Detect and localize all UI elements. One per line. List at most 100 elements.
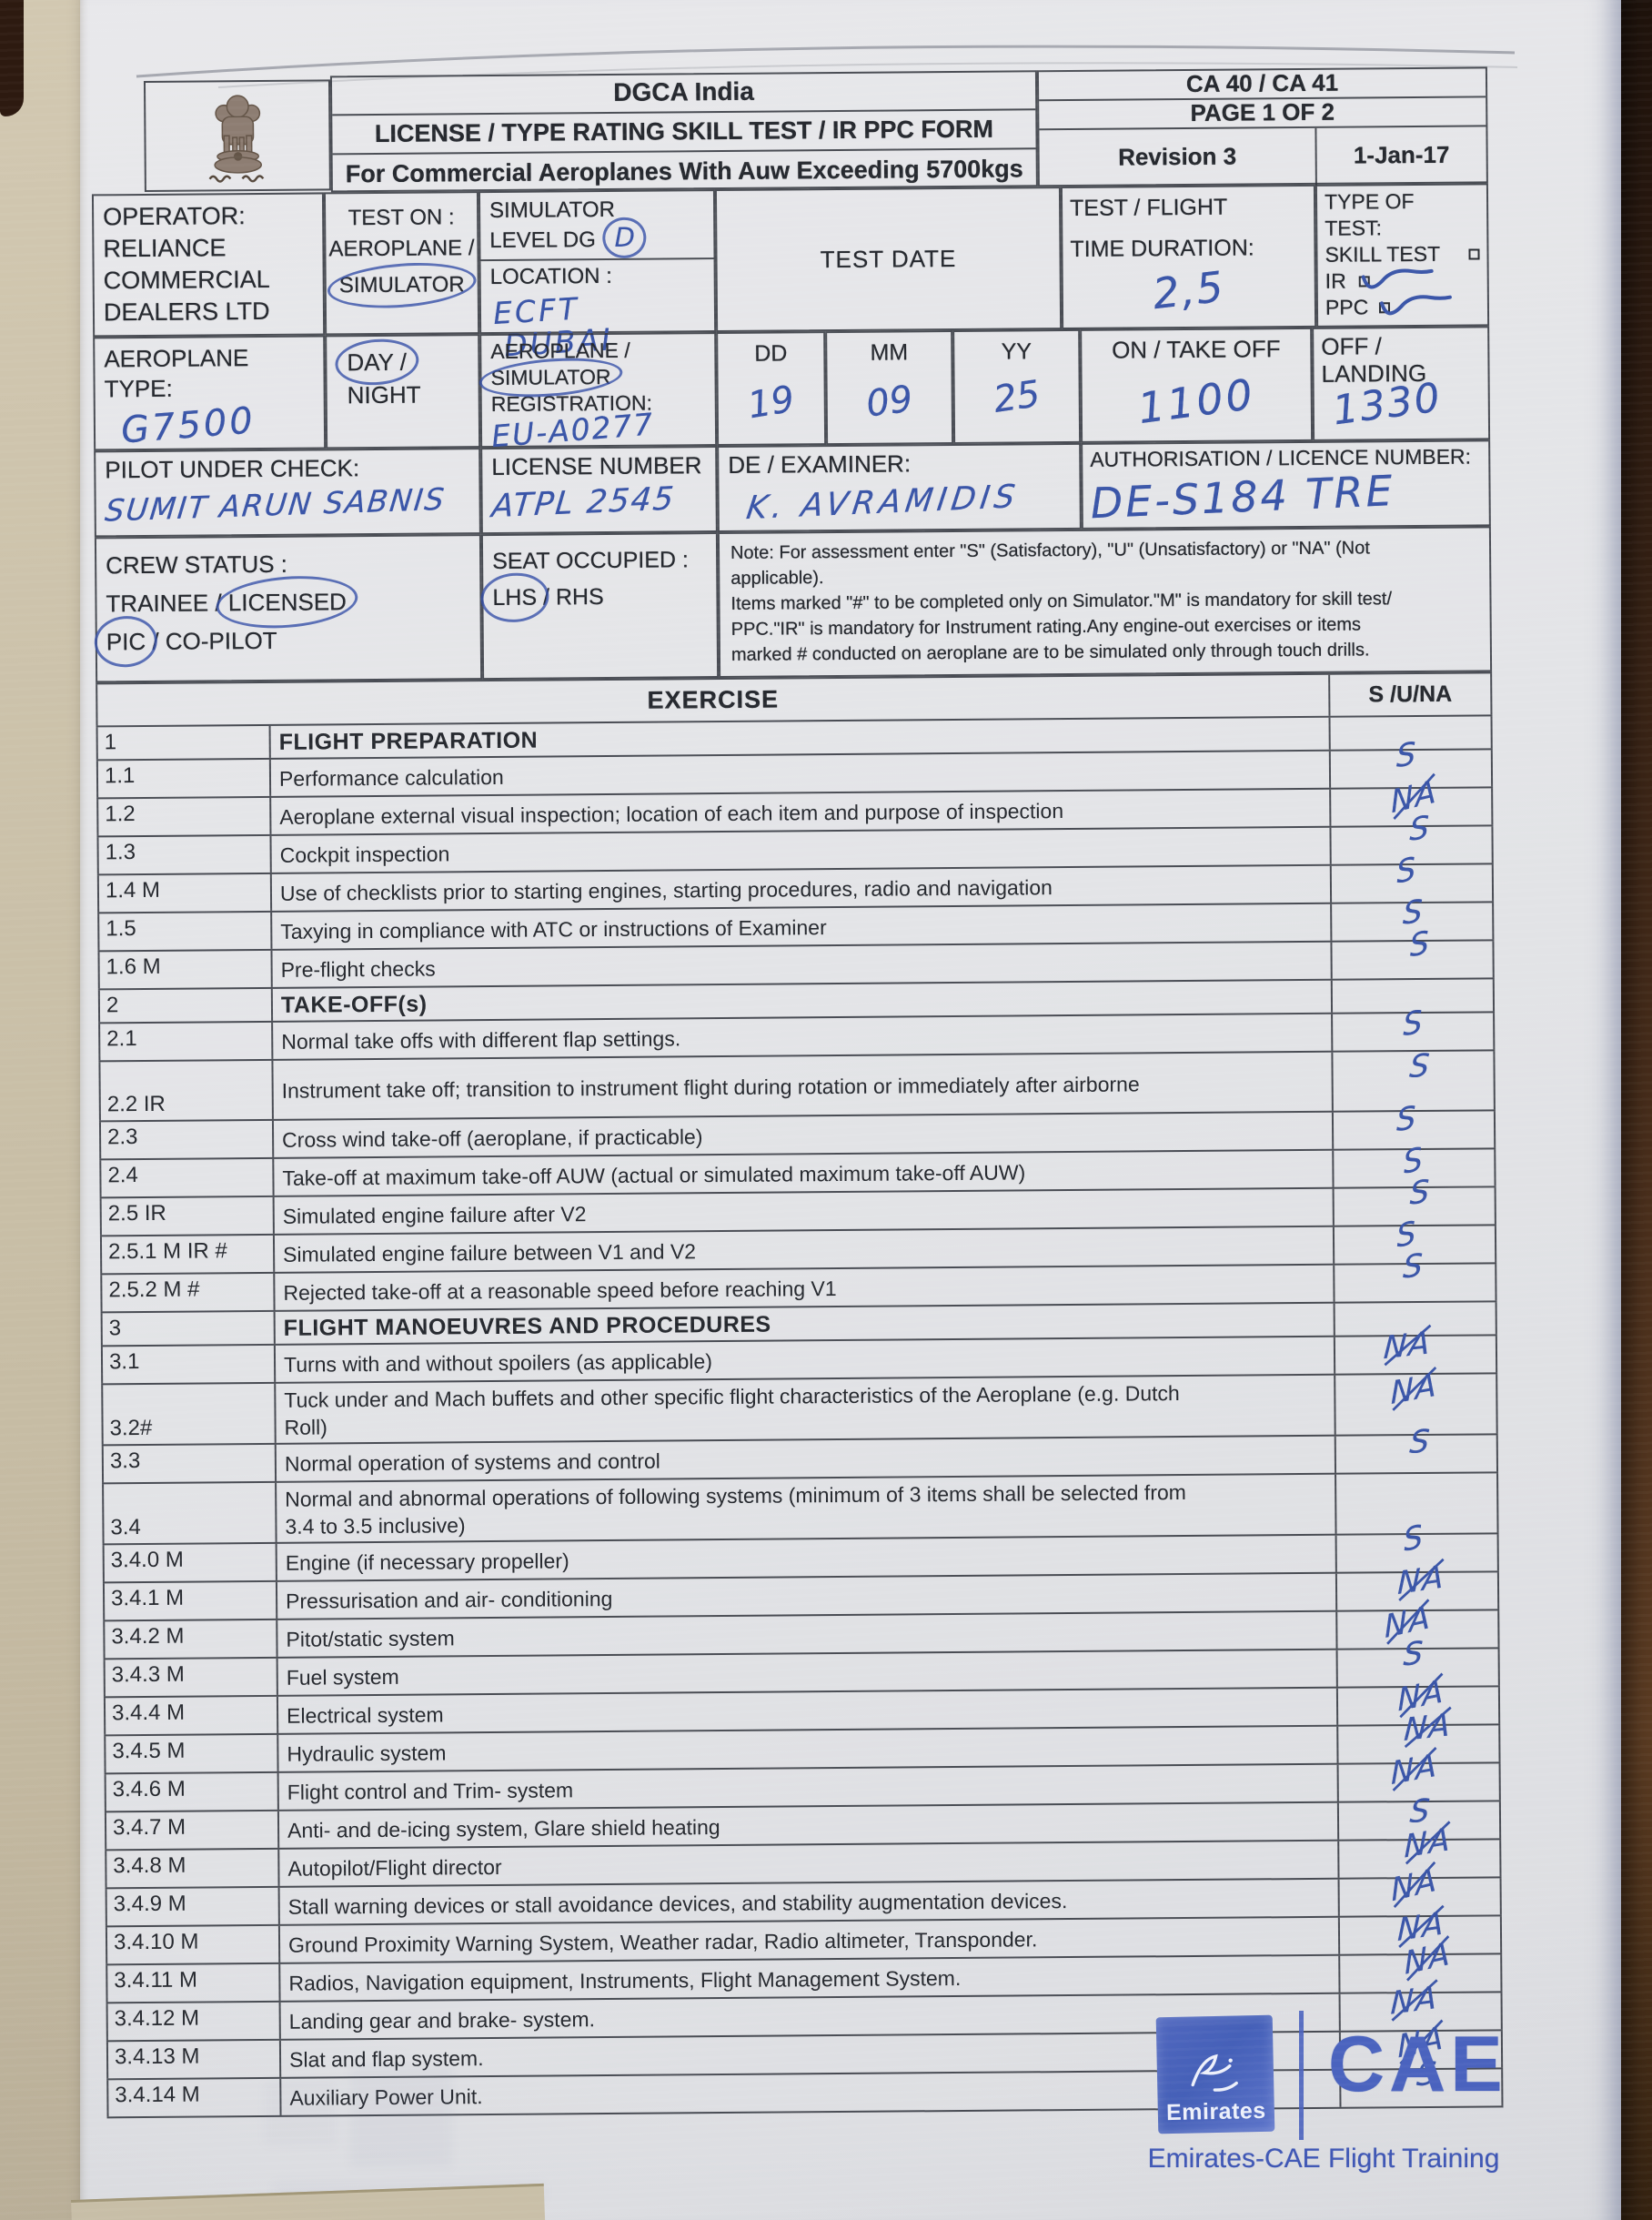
exercise-id: 1.5: [97, 912, 271, 951]
revision-label: Revision 3: [1039, 127, 1317, 188]
form-subtitle: For Commercial Aeroplanes With Auw Excee…: [345, 155, 1023, 188]
operator-cell: OPERATOR: RELIANCE COMMERCIAL DEALERS LT…: [91, 192, 326, 338]
code-box: CA 40 / CA 41 PAGE 1 OF 2 Revision 3 1-J…: [1036, 66, 1488, 188]
exercise-id: 1: [96, 725, 269, 760]
exercise-id: 2.5.2 M #: [100, 1273, 274, 1312]
handwritten-mark: S: [1396, 734, 1418, 776]
result-mark-cell: S: [1333, 1246, 1497, 1302]
handwritten-mark: NA: [1382, 1325, 1432, 1367]
handwritten-mark: NA: [1404, 1821, 1451, 1865]
handwritten-mark: S: [1396, 1098, 1418, 1140]
simulator-level-cell: SIMULATOR LEVEL DG D: [478, 189, 716, 262]
authorisation-cell: AUTHORISATION / LICENCE NUMBER: DE-S184 …: [1081, 439, 1491, 530]
crew-status-cell: CREW STATUS : TRAINEE / LICENSED PIC / C…: [94, 534, 483, 683]
exercise-id: 1.6 M: [97, 950, 271, 989]
dd-label: DD: [754, 340, 788, 367]
exercise-row: 2.2 IR Instrument take off; transition to…: [98, 1046, 1496, 1121]
exercise-id: 3.4.2 M: [103, 1620, 277, 1659]
ashoka-lion-capital-icon: [208, 95, 264, 183]
option-ir: IR: [1325, 267, 1480, 294]
duration-handwritten: 2,5: [1150, 261, 1228, 319]
exercise-id: 1.2: [96, 797, 270, 836]
exercise-row: 3.4 Normal and abnormal operations of fol…: [102, 1471, 1499, 1544]
on-takeoff-handwritten: 1100: [1134, 368, 1258, 434]
page-indicator: PAGE 1 OF 2: [1039, 97, 1486, 131]
license-handwritten: ATPL 2545: [489, 480, 678, 526]
mark-slash: [1391, 1979, 1438, 2023]
mark-slash: [1405, 1821, 1450, 1865]
revision-date: 1-Jan-17: [1353, 140, 1450, 169]
exercise-id: 3.4.5 M: [104, 1734, 277, 1773]
dd-cell: DD 19: [716, 331, 827, 447]
exercise-id: 3: [100, 1311, 274, 1346]
exercise-id: 2: [97, 988, 272, 1023]
exercise-rows: 1 FLIGHT PREPARATION 1.1 Performance calcul…: [96, 714, 1504, 2117]
handwritten-mark: S: [1395, 850, 1419, 892]
exercise-description: Tuck under and Mach buffets and other sp…: [274, 1375, 1335, 1443]
exercise-id: 3.4.8 M: [105, 1849, 278, 1888]
exercise-row: 3.2# Tuck under and Mach buffets and othe…: [101, 1366, 1498, 1445]
exercise-id: 3.4.7 M: [104, 1811, 278, 1850]
registration-cell: AEROPLANE / SIMULATOR REGISTRATION: EU-A…: [479, 332, 718, 454]
type-of-test-cell: TYPE OF TEST: SKILL TEST IR PPC: [1315, 183, 1490, 328]
examiner-cell: DE / EXAMINER: K. AVRAMIDIS: [717, 442, 1082, 533]
test-date-label: TEST DATE: [820, 244, 957, 274]
pilot-label: PILOT UNDER CHECK:: [105, 454, 360, 484]
exercise-id: 2.2 IR: [98, 1060, 272, 1121]
handwritten-mark: S: [1402, 1634, 1426, 1674]
examiner-handwritten: K. AVRAMIDIS: [744, 479, 1022, 528]
exercise-id: 2.1: [98, 1022, 272, 1061]
form-title: LICENSE / TYPE RATING SKILL TEST / IR PP…: [332, 110, 1036, 156]
exercise-id: 3.4.13 M: [106, 2040, 280, 2079]
exercise-id: 1.3: [96, 835, 270, 874]
aeroplane-type-cell: AEROPLANE TYPE: G7500: [93, 335, 327, 452]
result-mark-cell: S: [1330, 923, 1495, 979]
exercise-id: 1.1: [96, 759, 270, 798]
skill-test-checkbox: [1468, 247, 1480, 260]
exercise-description: Instrument take off; transition to instr…: [271, 1052, 1332, 1119]
pilot-cell: PILOT UNDER CHECK: SUMIT ARUN SABNIS: [94, 448, 481, 538]
handwritten-mark: NA: [1390, 1979, 1439, 2022]
exercise-id: 3.4.3 M: [103, 1658, 277, 1697]
examiner-label: DE / EXAMINER:: [728, 449, 912, 479]
mm-cell: MM 09: [825, 330, 954, 446]
yy-handwritten: 25: [991, 372, 1043, 421]
circled-simulator-reg: SIMULATOR: [490, 364, 611, 389]
circled-pic: PIC: [106, 622, 146, 661]
handwritten-mark: NA: [1403, 1707, 1453, 1749]
mark-slash: [1405, 1935, 1449, 1982]
on-takeoff-label: ON / TAKE OFF: [1112, 335, 1281, 364]
handwritten-mark: S: [1408, 1422, 1434, 1462]
mark-slash: [1397, 1559, 1445, 1602]
option-ppc: PPC: [1325, 293, 1480, 320]
exercise-id: 2.5.1 M IR #: [99, 1235, 274, 1274]
emirates-stamp: Emirates: [1155, 2014, 1275, 2134]
location-cell: LOCATION : ECFT DUBAI: [478, 259, 717, 363]
ir-checkmark-icon: [1361, 268, 1434, 289]
exercise-id: 3.4.10 M: [105, 1925, 279, 1964]
off-landing-handwritten: 1330: [1330, 374, 1445, 435]
table-corner-shadow: [0, 0, 24, 116]
off-landing-cell: OFF / LANDING 1330: [1312, 326, 1491, 441]
authorisation-handwritten: DE-S184 TRE: [1089, 466, 1396, 529]
exercise-id: 3.4.4 M: [103, 1696, 277, 1735]
result-mark-cell: NA: [1333, 1325, 1498, 1374]
circled-lhs: LHS: [492, 580, 537, 616]
exercise-id: 3.4.9 M: [105, 1887, 278, 1926]
exercise-id: 3.4.1 M: [102, 1581, 277, 1620]
agency-title: DGCA India: [331, 72, 1036, 116]
motto-script: [208, 175, 264, 183]
handwritten-mark: NA: [1396, 1559, 1445, 1602]
emblem-box: [143, 79, 331, 192]
aeroplane-type-handwritten: G7500: [119, 399, 257, 452]
seat-cell: SEAT OCCUPIED : LHS / RHS: [480, 532, 720, 681]
circled-licensed: LICENSED: [228, 582, 347, 621]
handwritten-mark: S: [1409, 923, 1432, 965]
under-sheet: [0, 0, 93, 2220]
handwritten-mark: S: [1408, 1046, 1433, 1086]
option-skill-test: SKILL TEST: [1325, 240, 1480, 267]
ppc-checkmark-icon: [1379, 295, 1452, 316]
handwritten-mark: NA: [1390, 1366, 1437, 1411]
mark-slash: [1392, 1747, 1436, 1792]
